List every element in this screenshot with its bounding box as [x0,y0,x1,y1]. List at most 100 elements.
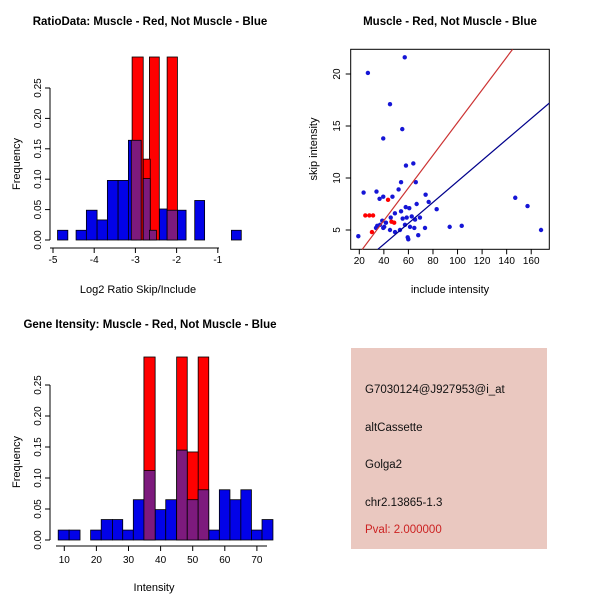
hist-bar-blue [85,209,98,241]
scatter-point-red [369,229,375,235]
scatter-point-blue [381,194,386,199]
hist-bar-blue [117,180,129,241]
scatter-point-blue [387,227,393,233]
chromosome-text: chr2.13865-1.3 [365,497,443,509]
ratio-hist-title: RatioData: Muscle - Red, Not Muscle - Bl… [32,16,268,28]
probe-id-text: G7030124@J927953@i_at [365,384,505,396]
hist-bar-blue [229,499,242,541]
x-tick-label: 20 [354,256,366,267]
scatter-point-blue [381,136,386,141]
scatter-point-blue [459,223,464,229]
gene-histogram-plot: 10 20 30 40 50 60 70 0.00 0.05 0.10 0.15 0.20 0.25 [33,356,274,566]
x-tick-label: 30 [123,555,135,566]
hist-bar-blue [122,529,134,541]
hist-bar-blue [261,519,274,541]
scatter-point-red [363,213,368,218]
scatter-title: Muscle - Red, Not Muscle - Blue [363,16,537,28]
regression-line-blue [377,102,550,250]
scatter-point-blue [407,224,413,230]
hist-bar-blue [112,519,124,541]
scatter-point-blue [400,126,405,132]
hist-bar-blue [194,200,206,241]
hist-bar-blue [251,529,263,541]
scatter-point-blue [398,209,404,214]
y-tick-label: 0.15 [33,139,44,159]
panel-info: G7030124@J927953@i_at altCassette Golga2… [300,300,600,600]
hist-bar-purple [143,470,156,541]
x-tick-label: 20 [91,555,103,566]
plot-frame [350,48,550,250]
y-tick-label: 0.05 [33,199,44,219]
hist-bar-blue [158,208,169,241]
hist-bar-blue [57,229,69,241]
x-tick-label: -5 [49,255,58,266]
hist-bar-blue [75,229,87,241]
y-tick-label: 0.20 [33,406,44,426]
gene-hist-xlabel: Intensity [133,582,175,594]
hist-bar-purple [149,229,157,241]
scatter-point-blue [382,224,387,230]
scatter-point-blue [392,211,398,216]
hist-bar-blue [154,509,167,541]
ratio-histogram-plot: -5 -4 -3 -2 -1 0.00 0.05 0.10 0.15 0.20 0.25 [33,56,242,266]
panel-gene-histogram: Gene Itensity: Muscle - Red, Not Muscle … [0,300,300,600]
scatter-point-blue [416,233,421,238]
hist-bar-blue [230,229,242,241]
scatter-xlabel: include intensity [410,284,490,296]
y-tick-label: 5 [332,227,343,233]
y-tick-label: 0.15 [33,437,44,457]
x-tick-label: 60 [219,555,231,566]
scatter-point-blue [405,235,410,240]
hist-bar-blue [57,529,70,541]
panel-ratio-histogram: RatioData: Muscle - Red, Not Muscle - Bl… [0,0,300,300]
hist-bar-purple [186,499,199,541]
intensity-scatter-plot: 20 40 60 80 100 120 140 160 5 10 15 20 [332,48,550,267]
hist-bar-purple [176,449,188,541]
x-tick-label: 50 [187,555,199,566]
x-tick-label: 40 [155,555,167,566]
hist-bar-blue [176,209,187,241]
scatter-point-blue [356,234,361,239]
scatter-point-blue [412,225,417,231]
x-tick-label: 160 [523,256,540,267]
x-tick-label: 70 [251,555,263,566]
hist-bar-blue [165,499,178,541]
scatter-point-blue [400,216,405,221]
y-tick-label: 0.05 [33,499,44,519]
x-tick-label: 40 [378,256,390,267]
info-box: G7030124@J927953@i_at altCassette Golga2… [351,348,547,549]
scatter-point-blue [403,163,409,168]
scatter-point-blue [409,214,414,219]
scatter-point-blue [404,215,409,220]
scatter-point-blue [513,195,518,200]
hist-bar-blue [208,529,220,541]
gene-name-text: Golga2 [365,459,403,471]
x-tick-label: 80 [427,256,439,267]
scatter-point-blue [538,227,544,233]
x-tick-label: -4 [90,255,99,266]
scatter-point-blue [407,205,412,211]
x-tick-label: 120 [474,256,491,267]
y-tick-label: 15 [332,120,343,132]
x-tick-label: -1 [213,255,222,266]
y-tick-label: 0.10 [33,468,44,488]
x-tick-label: -3 [131,255,140,266]
scatter-point-red [370,213,376,218]
hist-bar-purple [130,139,142,241]
scatter-point-blue [447,224,452,230]
y-tick-label: 10 [332,172,343,184]
splice-type-text: altCassette [365,422,423,434]
scatter-point-red [391,220,397,225]
x-tick-label: 10 [59,555,71,566]
x-tick-label: -2 [172,255,181,266]
scatter-point-blue [388,215,393,220]
scatter-point-blue [423,192,428,197]
ratio-hist-xlabel: Log2 Ratio Skip/Include [79,284,197,296]
scatter-point-blue [422,225,428,231]
hist-bar-blue [218,489,231,541]
panel-intensity-scatter: Muscle - Red, Not Muscle - Blue skip int… [300,0,600,300]
scatter-point-blue [398,179,404,185]
scatter-point-blue [375,223,380,229]
scatter-point-blue [396,187,401,192]
